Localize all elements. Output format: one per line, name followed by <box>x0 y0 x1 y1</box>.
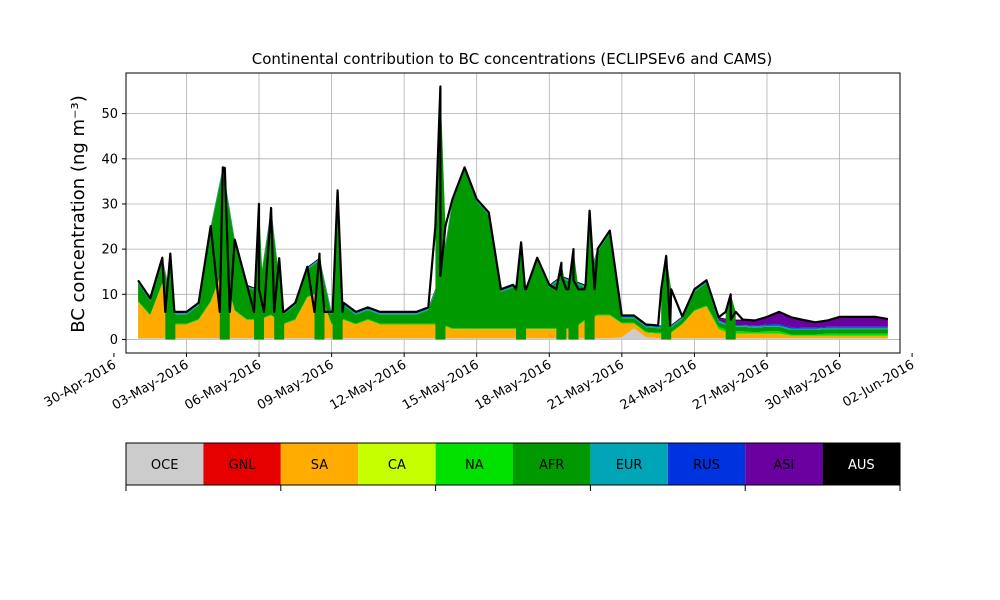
legend-swatch-oce <box>126 443 204 485</box>
spike-peak <box>165 253 176 340</box>
legend-label: CA <box>388 458 406 473</box>
y-tick-label: 20 <box>101 243 118 258</box>
legend-label: GNL <box>229 458 257 473</box>
legend-label: SA <box>311 458 328 473</box>
x-tick-label: 18-May-2016 <box>473 357 555 413</box>
legend-swatch-gnl <box>203 443 281 485</box>
y-tick-label: 0 <box>110 333 118 348</box>
legend-label: ASI <box>773 458 794 473</box>
x-tick-label: 09-May-2016 <box>255 357 337 413</box>
chart-title: Continental contribution to BC concentra… <box>252 50 773 68</box>
legend-swatch-asi <box>745 443 823 485</box>
area-oce <box>138 328 888 340</box>
legend-swatch-aus <box>822 443 900 485</box>
x-tick-label: 03-May-2016 <box>110 357 192 413</box>
legend-label: RUS <box>693 458 720 473</box>
area-afr <box>138 170 888 335</box>
y-tick-label: 10 <box>101 288 118 303</box>
legend-frame <box>125 442 901 486</box>
y-axis-label: BC concentration (ng m⁻³) <box>68 95 89 333</box>
x-tick-label: 21-May-2016 <box>545 357 627 413</box>
x-tick-label: 15-May-2016 <box>400 357 482 413</box>
x-tick-label: 30-Apr-2016 <box>42 357 119 410</box>
total-concentration-line <box>137 85 889 327</box>
x-tick-label: 24-May-2016 <box>618 357 700 413</box>
colorbar-legend: OCE GNL SA CA NA AFR EUR RUS ASI AUS <box>125 442 901 491</box>
plot-frame <box>125 72 901 354</box>
x-tick-label: 27-May-2016 <box>690 357 772 413</box>
spike-peak <box>516 242 527 340</box>
legend-label: OCE <box>151 458 179 473</box>
legend-swatch-afr <box>513 443 591 485</box>
legend-label: AFR <box>539 458 564 473</box>
spike-peak <box>219 167 230 340</box>
legend-swatch-sa <box>280 443 359 485</box>
x-tick-label: 06-May-2016 <box>182 357 264 413</box>
spike-peak <box>274 258 285 340</box>
spike-peak <box>584 210 595 340</box>
y-tick-label: 50 <box>101 107 118 122</box>
legend-label: AUS <box>848 458 875 473</box>
spike-peak <box>314 253 325 340</box>
legend-label: EUR <box>616 458 643 473</box>
y-tick-label: 40 <box>101 152 118 167</box>
x-tick-label: 12-May-2016 <box>327 357 409 413</box>
legend-label: NA <box>465 458 484 473</box>
legend-swatch-eur <box>590 443 668 485</box>
legend-swatch-rus <box>667 443 746 485</box>
x-tick-label: 02-Jun-2016 <box>840 357 917 410</box>
area-sa <box>138 270 888 339</box>
legend-swatch-na <box>435 443 513 485</box>
y-tick-label: 30 <box>101 197 118 212</box>
spike-peak <box>332 190 343 340</box>
x-axis: 30-Apr-201603-May-201606-May-201609-May-… <box>42 353 917 413</box>
legend-swatch-ca <box>358 443 436 485</box>
x-tick-label: 30-May-2016 <box>763 357 845 413</box>
y-axis: 0 10 20 30 40 50 <box>101 107 126 348</box>
